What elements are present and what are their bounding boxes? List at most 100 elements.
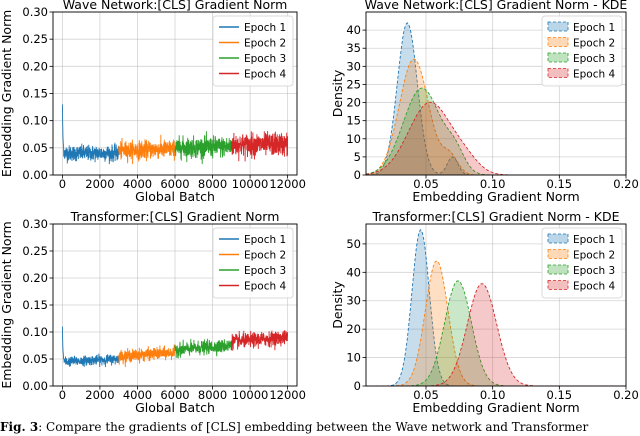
y-tick-label: 0.30 xyxy=(22,217,48,231)
x-tick-label: 12000 xyxy=(269,388,306,402)
x-axis-label: Embedding Gradient Norm xyxy=(412,400,579,415)
x-tick-label: 4000 xyxy=(123,177,152,191)
x-tick-label: 0.05 xyxy=(413,177,439,191)
x-tick-label: 12000 xyxy=(269,177,306,191)
y-tick-label: 0 xyxy=(354,168,361,182)
y-tick-label: 10 xyxy=(346,351,361,365)
x-axis-label: Global Batch xyxy=(135,189,215,204)
legend-label-epoch-1: Epoch 1 xyxy=(573,22,615,34)
x-tick-label: 2000 xyxy=(85,388,114,402)
y-tick-label: 20 xyxy=(346,322,361,336)
axes-frame xyxy=(365,11,627,176)
y-tick-label: 0.15 xyxy=(22,298,48,312)
x-tick-label: 0 xyxy=(59,177,66,191)
series-line-epoch-3 xyxy=(174,131,232,165)
x-tick-label: 0 xyxy=(59,388,66,402)
x-axis-label: Embedding Gradient Norm xyxy=(412,189,579,204)
legend-swatch-epoch-4 xyxy=(547,280,569,290)
legend-swatch-epoch-4 xyxy=(547,68,569,78)
x-tick-label: 0.15 xyxy=(547,388,573,402)
x-tick-label: 0.20 xyxy=(613,177,639,191)
legend-label-epoch-3: Epoch 3 xyxy=(573,265,615,277)
series-line-epoch-4 xyxy=(230,330,289,351)
kde-line-epoch-3 xyxy=(366,280,626,386)
chart-title: Transformer:[CLS] Gradient Norm xyxy=(70,209,280,224)
legend-swatch-epoch-2 xyxy=(547,249,569,259)
y-tick-label: 40 xyxy=(346,23,361,37)
legend-swatch-epoch-3 xyxy=(547,264,569,275)
y-tick-label: 40 xyxy=(346,265,361,279)
legend-swatch-epoch-2 xyxy=(547,37,569,47)
legend-label-epoch-2: Epoch 2 xyxy=(573,38,615,50)
kde-area-epoch-2 xyxy=(366,59,626,175)
y-tick-label: 15 xyxy=(346,114,361,128)
figure-caption: Fig. 3: Compare the gradients of [CLS] e… xyxy=(0,420,589,434)
chart-title: Transformer:[CLS] Gradient Norm - KDE xyxy=(371,209,619,224)
legend: Epoch 1 Epoch 2 Epoch 3 Epoch 4 xyxy=(212,15,294,87)
plot-area xyxy=(61,104,289,165)
kde-line-epoch-4 xyxy=(366,283,626,386)
figure-canvas: 0 2000 4000 6000 8000 10000 120000.000.050.100… xyxy=(0,0,639,415)
legend-label-epoch-1: Epoch 1 xyxy=(244,22,286,34)
x-tick-label: 2000 xyxy=(85,177,114,191)
kde-area-epoch-4 xyxy=(366,283,626,386)
caption-text: Compare the gradients of [CLS] embedding… xyxy=(46,420,589,434)
x-tick-label: 10000 xyxy=(232,177,269,191)
y-tick-label: 0.05 xyxy=(22,141,48,155)
series-line-epoch-4 xyxy=(230,130,289,162)
y-tick-label: 0.15 xyxy=(22,87,48,101)
y-tick-label: 0.30 xyxy=(22,5,48,19)
y-axis-label: Embedding Gradient Norm xyxy=(0,10,14,177)
series-line-epoch-2 xyxy=(118,134,176,165)
legend-label-epoch-4: Epoch 4 xyxy=(244,69,286,81)
kde-area-epoch-3 xyxy=(366,88,626,175)
legend-label-epoch-4: Epoch 4 xyxy=(244,281,286,293)
y-tick-label: 0.10 xyxy=(22,325,48,339)
y-tick-label: 0.20 xyxy=(22,59,48,73)
y-tick-label: 35 xyxy=(346,41,361,55)
x-tick-label: 0.10 xyxy=(480,177,506,191)
kde-line-epoch-1 xyxy=(366,22,626,175)
x-tick-label: 0.15 xyxy=(547,177,573,191)
chart-panel-3: 0 2000 4000 6000 8000 10000 12000 0.00 0.05 0.10 0… xyxy=(0,209,306,415)
chart-title: Wave Network:[CLS] Gradient Norm xyxy=(63,0,288,12)
legend-swatch-epoch-1 xyxy=(547,21,569,32)
y-tick-label: 30 xyxy=(346,59,361,73)
legend: Epoch 1 Epoch 2 Epoch 3 Epoch 4 xyxy=(541,227,623,299)
kde-line-epoch-4 xyxy=(366,101,626,175)
x-tick-label: 0.20 xyxy=(613,388,639,402)
plot-area xyxy=(61,326,289,368)
kde-line-epoch-2 xyxy=(366,260,626,386)
legend: Epoch 1 Epoch 2 Epoch 3 Epoch 4 xyxy=(212,227,294,299)
x-tick-label: 6000 xyxy=(160,177,189,191)
x-tick-label: 8000 xyxy=(198,388,227,402)
y-tick-label: 0 xyxy=(354,379,361,393)
y-tick-label: 20 xyxy=(346,96,361,110)
legend-label-epoch-2: Epoch 2 xyxy=(573,250,615,262)
legend-label-epoch-4: Epoch 4 xyxy=(573,69,615,81)
legend-swatch-epoch-1 xyxy=(547,233,569,244)
legend-label-epoch-1: Epoch 1 xyxy=(573,234,615,246)
y-tick-label: 0.05 xyxy=(22,352,48,366)
series-line-epoch-1 xyxy=(61,104,120,165)
legend-label-epoch-3: Epoch 3 xyxy=(573,53,615,65)
chart-panel-1: 0 2000 4000 6000 8000 10000 12000 0.00 0.05 0.10 0… xyxy=(0,0,306,204)
y-tick-label: 0.20 xyxy=(22,271,48,285)
legend-label-epoch-1: Epoch 1 xyxy=(244,234,286,246)
legend: Epoch 1 Epoch 2 Epoch 3 Epoch 4 xyxy=(541,15,623,87)
y-tick-label: 0.25 xyxy=(22,32,48,46)
y-tick-label: 10 xyxy=(346,132,361,146)
y-tick-label: 0.00 xyxy=(22,379,48,393)
legend-label-epoch-3: Epoch 3 xyxy=(244,265,286,277)
series-line-epoch-2 xyxy=(118,344,176,368)
y-axis-label: Density xyxy=(330,69,345,117)
x-tick-label: 10000 xyxy=(232,388,269,402)
y-axis-label: Density xyxy=(330,281,345,329)
y-tick-label: 25 xyxy=(346,77,361,91)
chart-title: Wave Network:[CLS] Gradient Norm - KDE xyxy=(365,0,628,12)
x-tick-label: 6000 xyxy=(160,388,189,402)
series-line-epoch-1 xyxy=(61,326,120,368)
kde-area-epoch-2 xyxy=(366,261,626,386)
x-tick-label: 0.05 xyxy=(413,388,439,402)
